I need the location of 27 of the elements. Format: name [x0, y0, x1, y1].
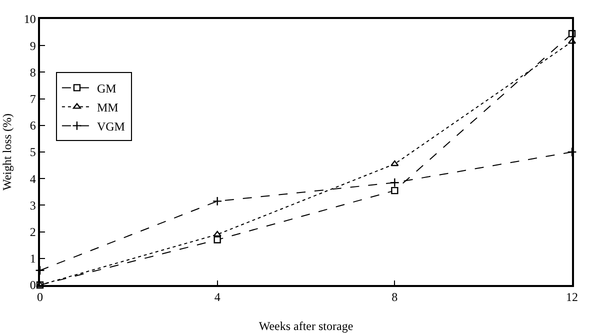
- legend-label: GM: [96, 81, 117, 96]
- point: [567, 147, 577, 157]
- y-tick-label: 2: [30, 225, 36, 239]
- y-tick-label: 8: [30, 65, 36, 80]
- point: [35, 266, 45, 276]
- y-tick-label: 0: [30, 278, 36, 292]
- legend-label: MM: [96, 100, 119, 114]
- y-axis-title: Weight loss (%): [0, 113, 14, 191]
- point: [390, 178, 400, 188]
- x-tick-label: 4: [214, 290, 220, 304]
- point: [390, 160, 399, 166]
- point: [214, 236, 221, 244]
- y-tick-label: 3: [30, 198, 36, 212]
- y-tick-label: 7: [30, 92, 36, 106]
- y-tick-label: 6: [30, 118, 36, 133]
- legend-label: VGM: [96, 119, 126, 134]
- x-tick-label: 8: [392, 290, 398, 304]
- point: [212, 196, 222, 206]
- point: [213, 230, 222, 237]
- y-tick-label: 1: [30, 252, 36, 266]
- point: [391, 186, 398, 194]
- x-axis-title: Weeks after storage: [258, 319, 354, 333]
- y-tick-label: 5: [30, 145, 36, 160]
- x-tick-label: 12: [566, 290, 578, 304]
- y-tick-label: 4: [30, 172, 36, 186]
- y-tick-label: 9: [30, 38, 36, 53]
- y-tick-label: 10: [24, 12, 36, 26]
